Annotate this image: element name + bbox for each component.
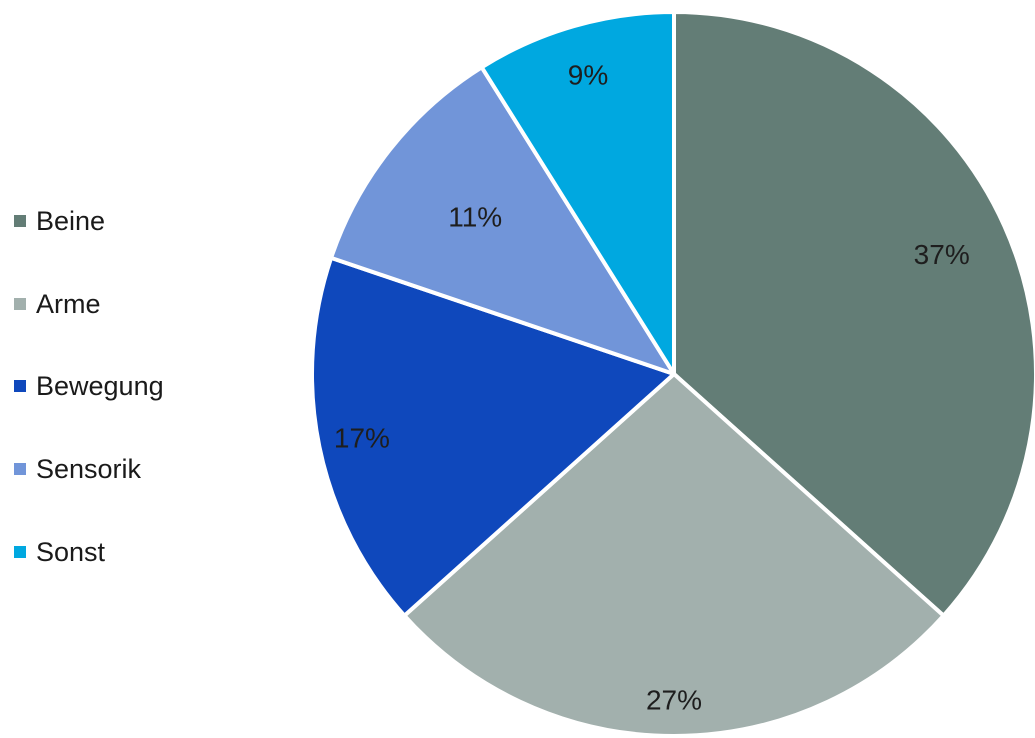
legend-item-sensorik: Sensorik xyxy=(14,454,141,484)
legend-swatch-sensorik xyxy=(14,463,26,475)
legend-item-arme: Arme xyxy=(14,289,101,319)
legend-swatch-sonst xyxy=(14,546,26,558)
legend-label-sonst: Sonst xyxy=(36,537,106,567)
legend-label-beine: Beine xyxy=(36,206,106,236)
slice-label-bewegung: 17% xyxy=(334,423,390,454)
legend-item-bewegung: Bewegung xyxy=(14,371,164,401)
legend-swatch-beine xyxy=(14,215,26,227)
pie-slice-sonst xyxy=(479,10,676,376)
legend-swatch-bewegung xyxy=(14,380,26,392)
legend-label-arme: Arme xyxy=(36,289,101,319)
legend-label-sensorik: Sensorik xyxy=(36,454,142,484)
legend-label-bewegung: Bewegung xyxy=(36,371,164,401)
legend-item-beine: Beine xyxy=(14,206,105,236)
legend-item-sonst: Sonst xyxy=(14,537,105,567)
slice-label-beine: 37% xyxy=(914,239,970,270)
pie-slice-beine xyxy=(672,10,1035,618)
pie-slices xyxy=(310,10,1035,738)
slice-label-sonst: 9% xyxy=(568,59,608,90)
pie-slice-labels: 37% 27% 17% 11% 9% xyxy=(334,59,970,715)
pie-slice-sensorik xyxy=(329,65,676,376)
slice-label-arme: 27% xyxy=(646,684,702,715)
legend-swatch-arme xyxy=(14,298,26,310)
slice-label-sensorik: 11% xyxy=(448,201,502,232)
pie-slice-bewegung xyxy=(310,255,676,618)
pie-slice-arme xyxy=(402,372,946,738)
